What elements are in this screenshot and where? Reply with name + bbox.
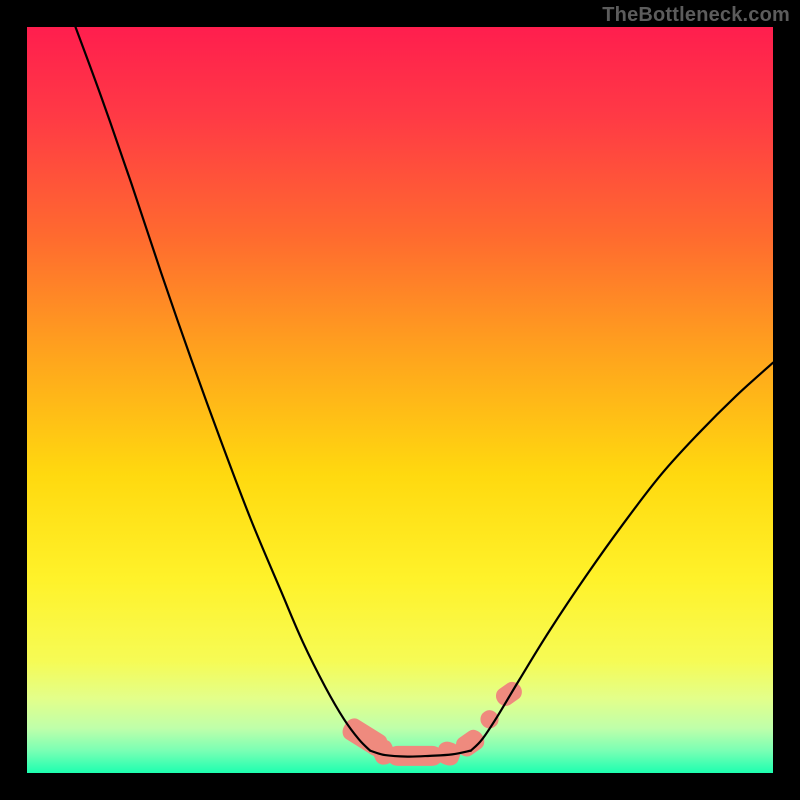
border-right <box>773 0 800 800</box>
gradient-background <box>27 27 773 773</box>
border-bottom <box>0 773 800 800</box>
border-left <box>0 0 27 800</box>
watermark-text: TheBottleneck.com <box>602 4 790 27</box>
plot-svg <box>0 0 800 800</box>
chart-stage: TheBottleneck.com <box>0 0 800 800</box>
